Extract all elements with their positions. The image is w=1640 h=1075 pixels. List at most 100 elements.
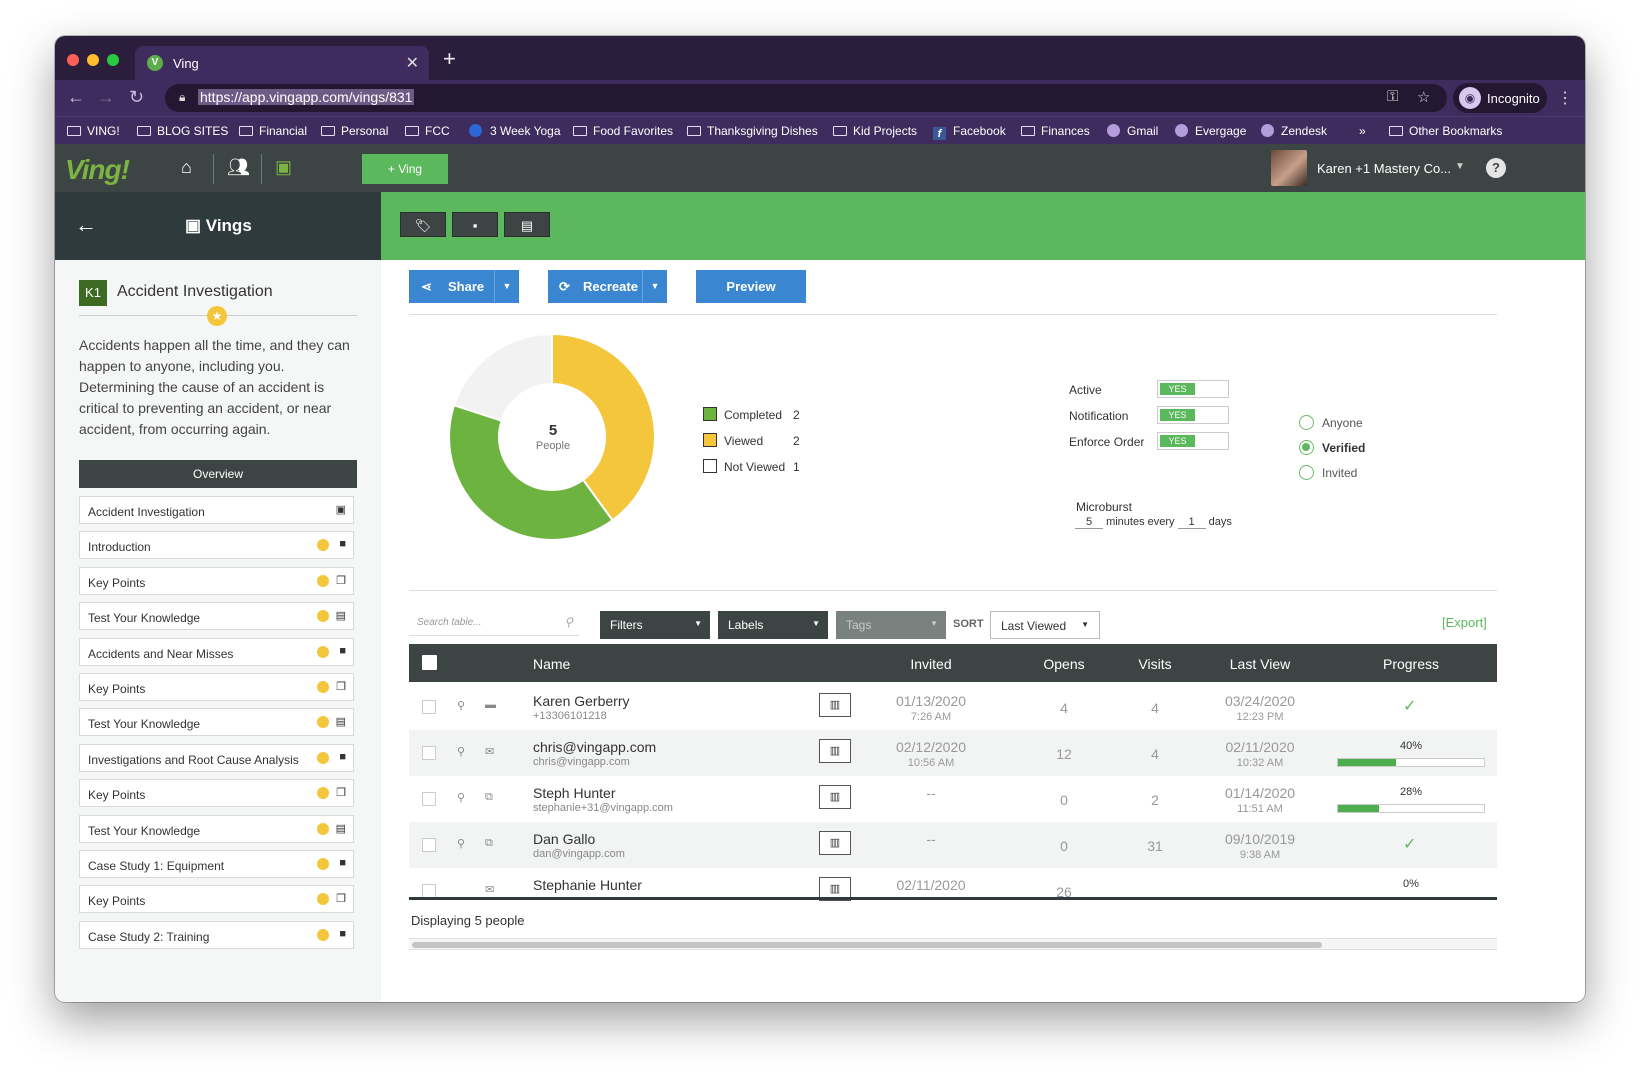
new-tab-button[interactable]: + (443, 46, 456, 71)
bookmark-item[interactable]: f Facebook (933, 124, 1006, 140)
reload-icon[interactable]: ↻ (129, 87, 145, 107)
sidebar-content-item[interactable]: Key Points ❐ (79, 885, 354, 914)
share-button[interactable]: ⋖ Share ▼ (409, 270, 519, 303)
browser-menu-icon[interactable]: ⋮ (1557, 90, 1573, 107)
row-name[interactable]: Dan Gallo (533, 831, 596, 847)
minimize-window-button[interactable] (87, 54, 99, 66)
user-name[interactable]: Karen +1 Mastery Co... (1317, 161, 1452, 176)
bookmark-item[interactable]: FCC (405, 124, 450, 138)
key-icon[interactable]: ⚿ (1387, 88, 1399, 105)
bookmark-item[interactable]: Kid Projects (833, 124, 917, 138)
table-row[interactable]: ⚲ ⧉ Steph Hunter stephanie+31@vingapp.com ▥ -… (409, 776, 1497, 822)
tags-dropdown[interactable]: Tags ▼ (836, 611, 946, 639)
bookmark-item[interactable]: Gmail (1107, 124, 1158, 138)
report-button[interactable]: ▥ (819, 739, 851, 763)
home-icon[interactable]: ⌂ (181, 157, 192, 177)
gallery-icon[interactable]: ▣ (275, 157, 293, 177)
column-header-opens[interactable]: Opens (1043, 656, 1085, 672)
new-ving-button[interactable]: + Ving (362, 154, 448, 184)
row-checkbox[interactable] (422, 792, 436, 806)
setting-toggle[interactable]: YES (1157, 406, 1229, 424)
help-icon[interactable]: ? (1486, 158, 1506, 178)
row-checkbox[interactable] (422, 746, 436, 760)
overview-button[interactable]: Overview (79, 460, 357, 488)
mail-icon[interactable]: ✉ (485, 884, 495, 896)
setting-toggle[interactable]: YES (1157, 432, 1229, 450)
row-checkbox[interactable] (422, 700, 436, 714)
row-name[interactable]: chris@vingapp.com (533, 739, 657, 755)
radio-button[interactable] (1299, 440, 1314, 455)
radio-button[interactable] (1299, 415, 1314, 430)
bookmark-item[interactable]: Food Favorites (573, 124, 673, 138)
sidebar-content-item[interactable]: Test Your Knowledge ▤ (79, 602, 354, 631)
chevron-down-icon[interactable]: ▼ (642, 270, 667, 303)
sidebar-content-item[interactable]: Key Points ❐ (79, 673, 354, 701)
table-row[interactable]: ⚲ ⧉ Dan Gallo dan@vingapp.com ▥ -- 0 31 09/10/20… (409, 822, 1497, 868)
avatar[interactable] (1271, 150, 1307, 186)
row-name[interactable]: Steph Hunter (533, 785, 616, 801)
bookmark-item[interactable]: Thanksgiving Dishes (687, 124, 818, 138)
setting-toggle[interactable]: YES (1157, 380, 1229, 398)
tag-button[interactable]: 🏷︎ (400, 212, 446, 237)
preview-button[interactable]: Preview (696, 270, 806, 303)
table-row[interactable]: ⚲ ▬ Karen Gerberry +13306101218 ▥ 01/13/2020 7… (409, 684, 1497, 730)
radio-button[interactable] (1299, 465, 1314, 480)
select-all-checkbox[interactable] (422, 655, 437, 670)
sort-select[interactable]: Last Viewed ▼ (990, 611, 1100, 639)
column-header-progress[interactable]: Progress (1382, 656, 1440, 672)
labels-dropdown[interactable]: Labels ▼ (718, 611, 828, 639)
sidebar-content-item[interactable]: Key Points ❐ (79, 779, 354, 808)
row-name[interactable]: Karen Gerberry (533, 693, 630, 709)
mail-icon[interactable]: ✉ (485, 746, 495, 758)
sidebar-content-item[interactable]: Case Study 2: Training ■ (79, 920, 354, 949)
maximize-window-button[interactable] (107, 54, 119, 66)
sidebar-content-item[interactable]: Accidents and Near Misses ■ (79, 637, 354, 666)
bookmark-item[interactable]: Evergage (1175, 124, 1246, 138)
bookmark-item[interactable]: BLOG SITES (137, 124, 228, 138)
sidebar-content-item[interactable]: Test Your Knowledge ▤ (79, 708, 354, 737)
bookmark-item[interactable]: Financial (239, 124, 307, 138)
sidebar-content-item[interactable]: Introduction ■ (79, 531, 354, 560)
external-link-icon[interactable]: ⧉ (485, 837, 493, 849)
sidebar-content-item[interactable]: Accident Investigation ▣ (79, 496, 354, 524)
column-header-visits[interactable]: Visits (1138, 656, 1172, 672)
address-bar[interactable]: 🔒︎ https://app.vingapp.com/vings/831 ⚿ ☆ (165, 84, 1447, 112)
row-checkbox[interactable] (422, 884, 436, 898)
scrollbar-thumb[interactable] (412, 942, 1322, 948)
forward-arrow-icon[interactable]: → (97, 87, 115, 107)
back-arrow-icon[interactable]: ← (67, 87, 85, 107)
back-arrow-icon[interactable]: ← (75, 212, 97, 237)
table-row[interactable]: ✉ Stephanie Hunter ▥ 02/11/2020 26 0% (409, 868, 1497, 914)
sidebar-content-item[interactable]: Investigations and Root Cause Analysis ■ (79, 743, 354, 772)
incognito-badge[interactable]: ◉ Incognito (1453, 83, 1547, 113)
filters-dropdown[interactable]: Filters ▼ (600, 611, 710, 639)
bookmark-item[interactable]: Finances (1021, 124, 1090, 138)
chevron-down-icon[interactable]: ▼ (494, 270, 519, 303)
bookmark-item[interactable]: Zendesk (1261, 124, 1327, 138)
bookmark-item[interactable]: VING! (67, 124, 120, 138)
browser-tab[interactable]: V Ving ✕ (135, 46, 429, 80)
ving-logo[interactable]: Ving! (65, 154, 130, 185)
star-bookmark-icon[interactable]: ☆ (1417, 89, 1431, 106)
report-button[interactable]: ▥ (819, 693, 851, 717)
other-bookmarks[interactable]: Other Bookmarks (1389, 124, 1502, 138)
bookmark-item[interactable]: 3 Week Yoga (469, 124, 561, 138)
table-row[interactable]: ⚲ ✉ chris@vingapp.com chris@vingapp.com ▥ 02/… (409, 730, 1497, 776)
bookmark-item[interactable]: Personal (321, 124, 388, 138)
close-window-button[interactable] (67, 54, 79, 66)
search-input[interactable]: Search table... ⚲ (409, 610, 579, 636)
column-header-invited[interactable]: Invited (910, 656, 952, 672)
sidebar-content-item[interactable]: Key Points ❐ (79, 566, 354, 595)
more-bookmarks-icon[interactable]: » (1359, 124, 1366, 138)
report-button[interactable]: ▥ (819, 785, 851, 809)
row-name[interactable]: Stephanie Hunter (533, 877, 642, 893)
archive-button[interactable]: ▤ (504, 212, 550, 237)
horizontal-scrollbar[interactable] (409, 938, 1497, 950)
sidebar-content-item[interactable]: Test Your Knowledge ▤ (79, 814, 354, 843)
sidebar-content-item[interactable]: Case Study 1: Equipment ■ (79, 850, 354, 878)
contact-button[interactable]: ▪ (452, 212, 498, 237)
close-tab-icon[interactable]: ✕ (405, 55, 419, 72)
url-text[interactable]: https://app.vingapp.com/vings/831 (198, 89, 415, 105)
export-link[interactable]: [Export] (1442, 615, 1487, 630)
chat-icon[interactable]: ▬ (485, 699, 496, 711)
